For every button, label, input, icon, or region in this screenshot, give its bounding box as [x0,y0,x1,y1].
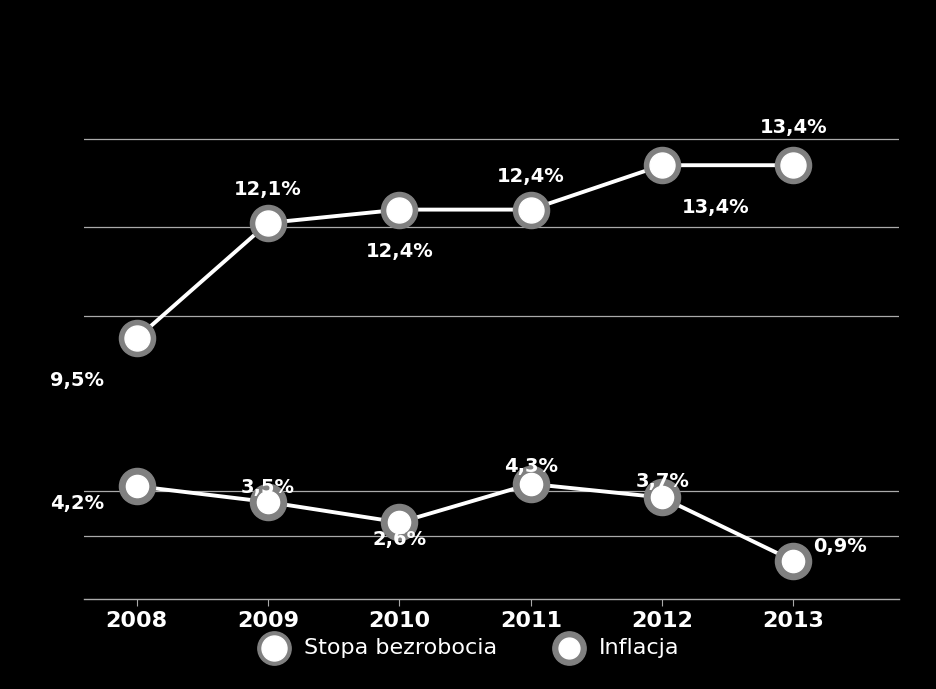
Text: 12,4%: 12,4% [366,243,433,261]
Text: 9,5%: 9,5% [50,371,104,390]
Text: 3,5%: 3,5% [241,477,295,497]
Text: 12,1%: 12,1% [234,180,302,199]
Text: 4,3%: 4,3% [504,457,558,476]
Text: Stopa bezrobocia: Stopa bezrobocia [304,637,497,658]
Text: 4,2%: 4,2% [50,493,104,513]
Text: Inflacja: Inflacja [599,637,680,658]
Text: 12,4%: 12,4% [497,167,564,186]
Text: 3,7%: 3,7% [636,472,689,491]
Text: 13,4%: 13,4% [681,198,750,217]
Text: 13,4%: 13,4% [760,118,827,137]
Text: 2,6%: 2,6% [373,530,427,549]
Text: 0,9%: 0,9% [813,537,867,556]
